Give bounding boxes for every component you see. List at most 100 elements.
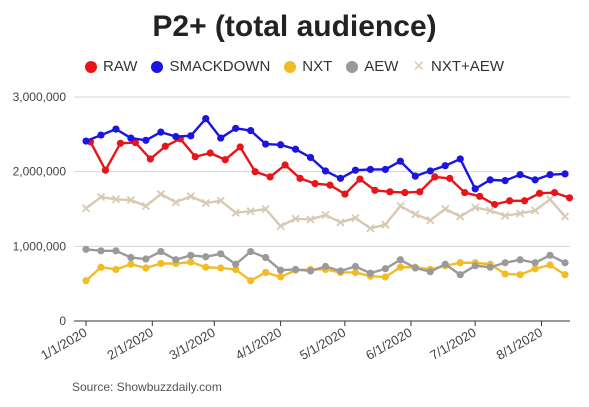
point-smackdown-8: [202, 115, 210, 123]
point-smackdown-3: [127, 134, 135, 142]
chart-title: P2+ (total audience): [152, 10, 437, 43]
point-smackdown-24: [441, 162, 449, 170]
x-tick-label-0: 1/1/2020: [38, 325, 89, 363]
x-tick-label-2: 3/1/2020: [166, 325, 217, 363]
point-nxt-aew-28: [501, 211, 510, 220]
point-smackdown-2: [112, 125, 120, 133]
x-tick-label-1: 2/1/2020: [104, 325, 155, 363]
point-smackdown-27: [486, 176, 494, 184]
x-tick-label-5: 6/1/2020: [363, 325, 414, 363]
point-raw-8: [206, 149, 214, 157]
point-aew-6: [172, 256, 180, 264]
point-raw-3: [131, 138, 139, 147]
point-smackdown-31: [546, 171, 554, 179]
point-smackdown-13: [277, 141, 285, 149]
point-raw-29: [521, 197, 529, 205]
legend-swatch-smackdown: [151, 60, 164, 73]
point-nxt-aew-26: [471, 203, 480, 212]
point-raw-4: [146, 155, 154, 163]
point-smackdown-20: [381, 165, 389, 174]
point-raw-15: [311, 180, 319, 188]
point-nxt-aew-23: [426, 216, 435, 225]
point-aew-26: [471, 262, 479, 270]
point-nxt-aew-19: [366, 224, 375, 233]
point-smackdown-1: [97, 131, 105, 139]
point-aew-19: [366, 269, 375, 277]
point-raw-14: [296, 174, 304, 182]
point-nxt-aew-6: [171, 198, 180, 207]
point-smackdown-15: [306, 153, 315, 162]
legend-swatch-raw: [85, 60, 97, 73]
point-smackdown-25: [456, 155, 464, 163]
point-smackdown-19: [366, 165, 375, 174]
point-nxt-aew-11: [246, 207, 255, 216]
point-raw-24: [446, 174, 454, 182]
point-raw-28: [506, 197, 514, 205]
point-nxt-21: [396, 263, 404, 271]
point-nxt-aew-21: [396, 201, 405, 211]
point-aew-30: [531, 259, 539, 267]
point-nxt-3: [127, 260, 135, 268]
point-nxt-aew-24: [441, 204, 450, 214]
point-aew-21: [396, 256, 404, 264]
point-nxt-29: [516, 271, 524, 279]
point-raw-32: [565, 194, 574, 202]
point-nxt-31: [546, 261, 554, 269]
point-aew-22: [411, 264, 419, 272]
point-raw-9: [221, 156, 229, 164]
point-nxt-9: [217, 264, 225, 272]
source-note: Source: Showbuzzdaily.com: [72, 380, 222, 394]
point-smackdown-5: [157, 128, 165, 136]
point-nxt-aew-7: [186, 192, 195, 201]
point-nxt-aew-29: [515, 209, 525, 218]
point-nxt-aew-3: [126, 195, 136, 205]
point-nxt-30: [531, 265, 539, 273]
point-nxt-1: [97, 263, 105, 271]
point-aew-0: [82, 245, 90, 253]
x-tick-label-3: 4/1/2020: [233, 325, 284, 363]
point-smackdown-29: [516, 171, 524, 179]
point-smackdown-23: [426, 167, 434, 175]
point-aew-28: [501, 259, 509, 267]
point-nxt-2: [112, 265, 120, 274]
point-nxt-12: [262, 268, 270, 277]
point-aew-24: [441, 260, 449, 268]
point-nxt-aew-17: [336, 218, 345, 227]
point-aew-25: [456, 271, 464, 279]
point-smackdown-9: [217, 134, 225, 142]
point-nxt-aew-16: [321, 210, 330, 220]
legend-item-nxt-aew: ✕ NXT+AEW: [412, 58, 504, 75]
point-nxt-4: [142, 264, 150, 272]
point-aew-18: [351, 262, 360, 271]
point-nxt-aew-27: [486, 206, 495, 215]
point-raw-5: [161, 142, 169, 150]
y-tick-label-3: 3,000,000: [13, 90, 67, 104]
point-aew-10: [232, 260, 240, 268]
legend-label-smackdown: SMACKDOWN: [169, 58, 271, 75]
point-nxt-13: [277, 273, 285, 281]
legend-item-raw: RAW: [85, 58, 137, 75]
point-aew-14: [291, 265, 300, 274]
point-aew-31: [546, 251, 554, 259]
legend-label-aew: AEW: [364, 58, 399, 75]
y-tick-label-0: 0: [59, 314, 66, 328]
point-raw-20: [386, 188, 394, 196]
point-raw-25: [461, 188, 469, 197]
point-raw-22: [416, 188, 424, 196]
point-nxt-20: [381, 273, 389, 281]
legend: RAW SMACKDOWN NXT AEW ✕ NXT+AEW: [0, 58, 589, 75]
point-smackdown-18: [351, 166, 360, 174]
point-aew-1: [97, 247, 105, 255]
point-nxt-aew-22: [411, 210, 420, 219]
point-smackdown-26: [471, 185, 479, 193]
point-aew-17: [336, 267, 345, 275]
point-smackdown-4: [142, 136, 150, 144]
point-smackdown-17: [336, 174, 345, 182]
point-smackdown-32: [561, 170, 569, 178]
point-nxt-32: [561, 271, 569, 279]
point-nxt-aew-20: [381, 220, 390, 229]
legend-label-nxt: NXT: [302, 58, 333, 75]
point-smackdown-22: [411, 172, 419, 180]
point-raw-26: [476, 192, 484, 200]
